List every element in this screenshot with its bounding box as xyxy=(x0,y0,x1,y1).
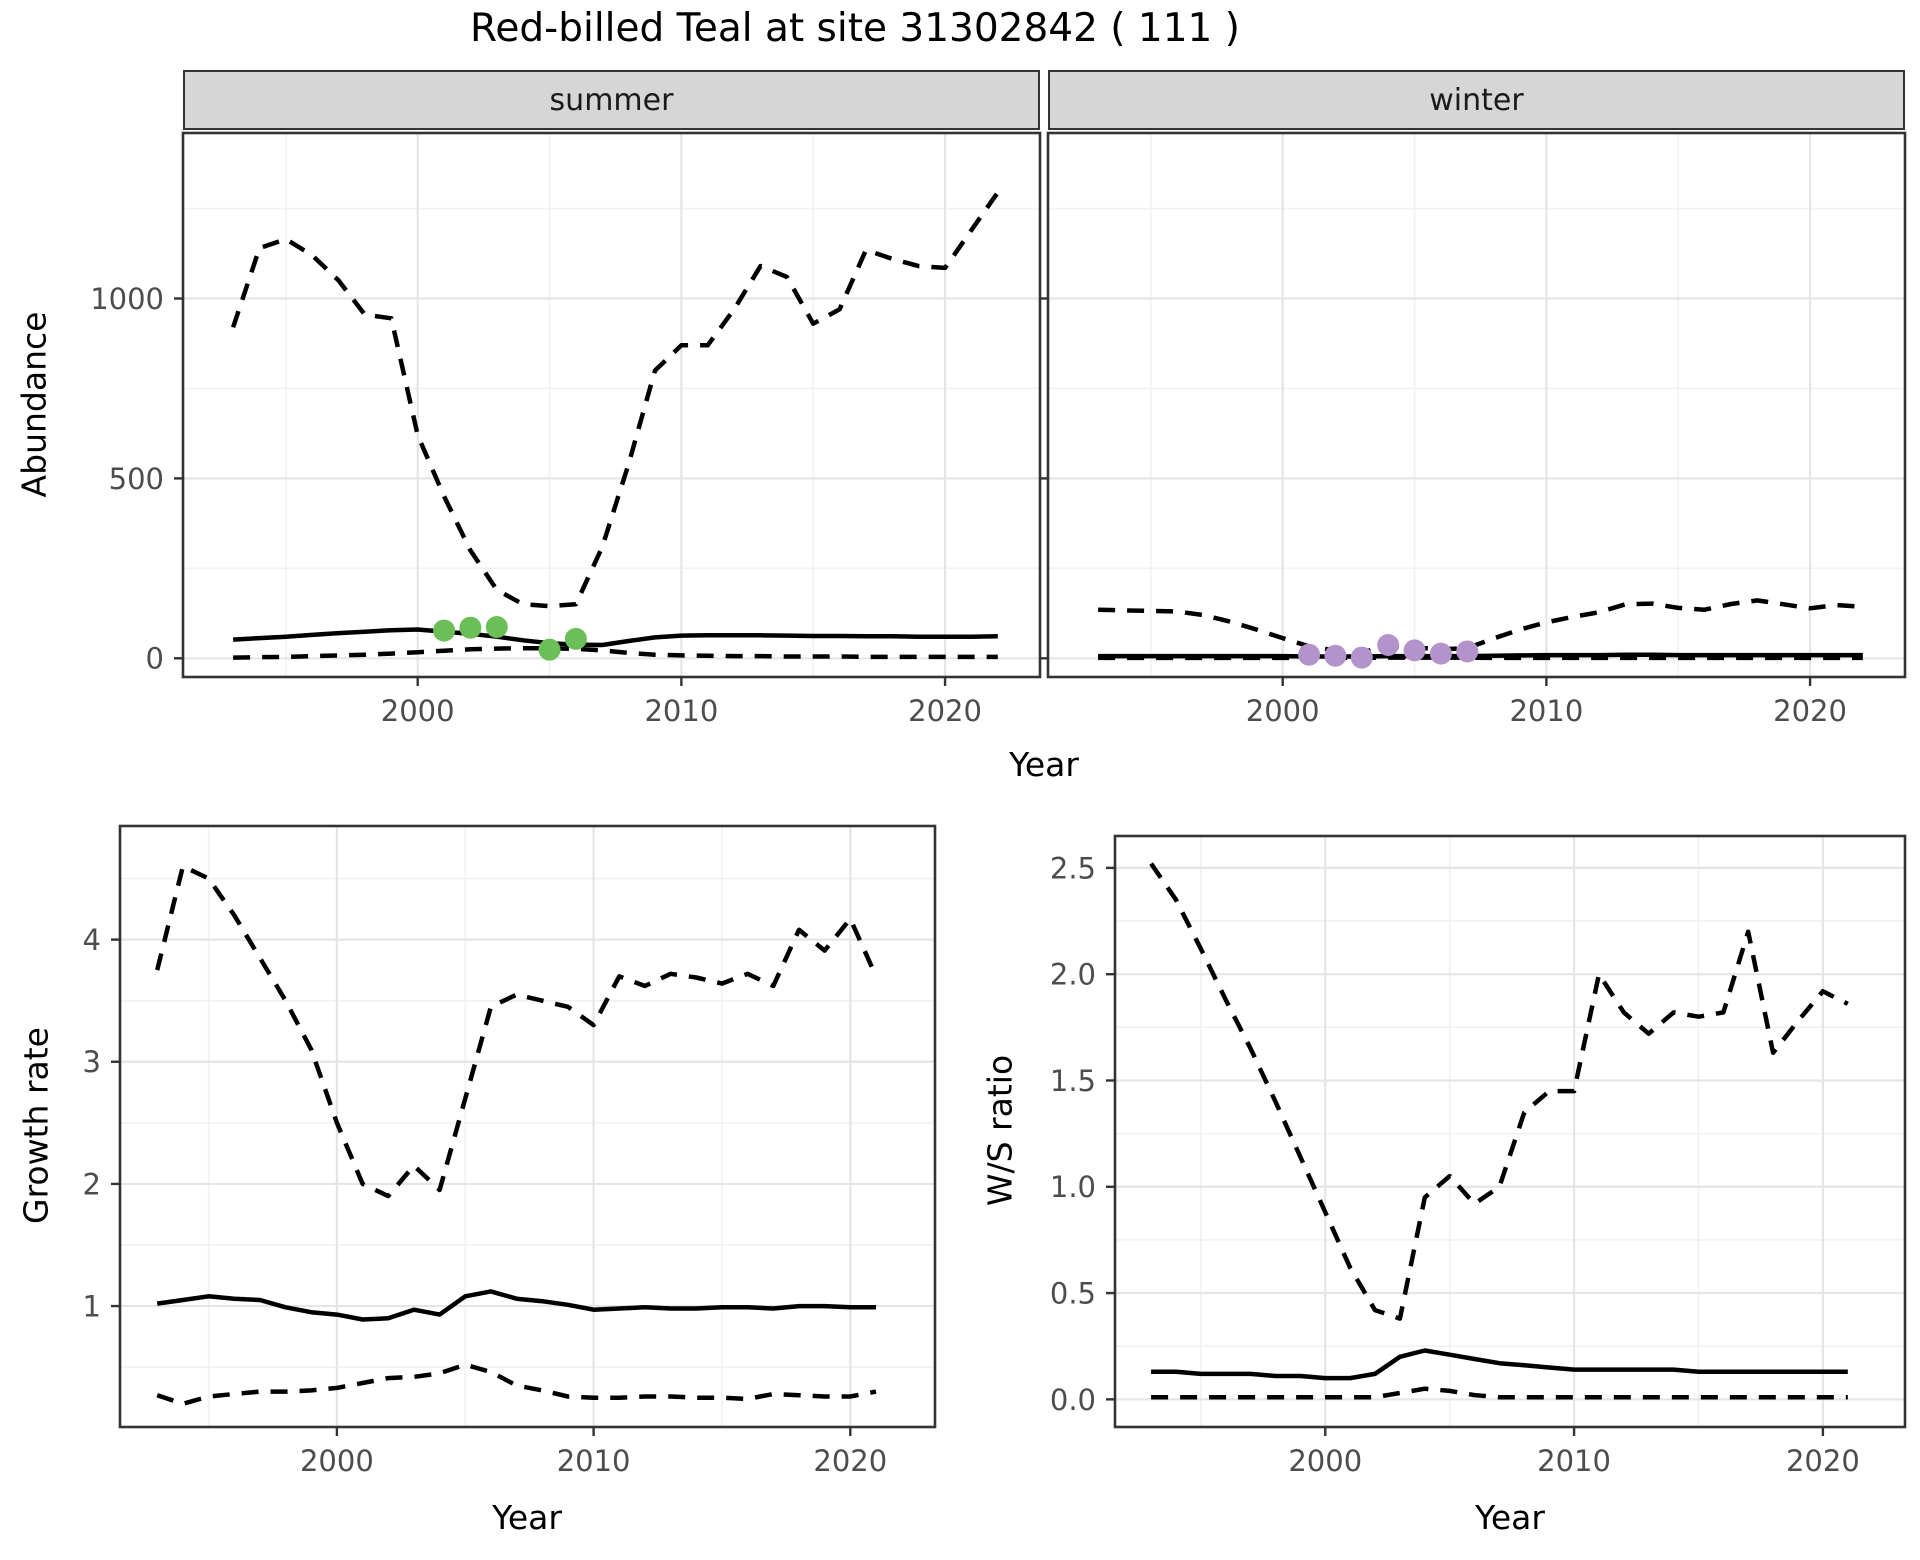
panel-border xyxy=(1113,834,1907,1429)
series-lower-ci-line xyxy=(233,645,998,660)
data-point xyxy=(459,616,482,639)
points-observed-counts-winter xyxy=(1298,633,1479,669)
data-point xyxy=(538,638,561,661)
panel-ws-ratio: 2000 2010 2020 0.0 0.5 1.0 1.5 2.0 2.5 xyxy=(1050,834,1907,1478)
facet-strip-summer-label: summer xyxy=(549,82,674,118)
series-lower-ci-line xyxy=(1151,1386,1848,1400)
series-upper-ci-line xyxy=(1149,862,1849,1321)
data-point xyxy=(433,619,456,642)
x-tick-label: 2000 xyxy=(300,1444,374,1478)
panel-growth-rate: 2000 2010 2020 1 2 3 4 xyxy=(83,824,937,1478)
panel-background xyxy=(1048,133,1905,677)
x-tick-label: 2020 xyxy=(908,694,982,728)
facet-strip-summer: summer xyxy=(183,70,1040,130)
y-tick-label: 2 xyxy=(83,1167,101,1201)
y-tick-label: 2.0 xyxy=(1050,958,1096,992)
y-axis-title-growth-rate: Growth rate xyxy=(16,1027,56,1224)
series-upper-ci-line xyxy=(230,191,1000,609)
series-median-line xyxy=(156,1289,876,1322)
series-median-line xyxy=(1151,1348,1848,1381)
series-upper-ci-line xyxy=(155,864,879,1199)
series-median-line xyxy=(232,627,998,648)
panel-border xyxy=(1046,131,1907,679)
y-tick-label: 1000 xyxy=(90,282,164,316)
x-tick-label: 2010 xyxy=(557,1444,631,1478)
x-tick-label: 2000 xyxy=(1246,694,1320,728)
data-point xyxy=(564,627,587,650)
y-tick-label: 0 xyxy=(146,642,164,676)
data-point xyxy=(1350,646,1373,669)
facet-strip-winter: winter xyxy=(1048,70,1905,130)
panel-background xyxy=(120,826,935,1427)
panel-border xyxy=(118,824,937,1429)
data-point xyxy=(1377,633,1400,656)
y-tick-label: 1.0 xyxy=(1050,1170,1096,1204)
x-tick-label: 2000 xyxy=(1288,1444,1362,1478)
x-tick-label: 2020 xyxy=(813,1444,887,1478)
x-axis-title-ws-ratio: Year xyxy=(1475,1498,1545,1537)
data-point xyxy=(1429,642,1452,665)
panel-abundance-summer: 2000 2010 2020 0 500 1000 xyxy=(90,131,1042,728)
panel-background xyxy=(1115,836,1905,1427)
series-lower-ci-line xyxy=(156,1362,877,1407)
x-tick-label: 2010 xyxy=(1509,694,1583,728)
y-tick-label: 500 xyxy=(109,462,164,496)
x-axis-title-growth-rate: Year xyxy=(492,1498,562,1537)
x-axis-title-top: Year xyxy=(1009,745,1079,784)
x-tick-label: 2010 xyxy=(1537,1444,1611,1478)
x-tick-label: 2020 xyxy=(1773,694,1847,728)
x-tick-label: 2010 xyxy=(644,694,718,728)
y-tick-label: 2.5 xyxy=(1050,851,1096,885)
data-point xyxy=(1324,644,1347,667)
y-tick-label: 1 xyxy=(83,1290,101,1324)
points-observed-counts-summer xyxy=(433,615,587,661)
data-point xyxy=(1456,640,1479,663)
y-axis-title-abundance: Abundance xyxy=(14,311,54,498)
facet-strip-winter-label: winter xyxy=(1429,82,1524,118)
series-upper-ci-line xyxy=(1098,598,1863,655)
y-tick-label: 1.5 xyxy=(1050,1064,1096,1098)
data-point xyxy=(1403,639,1426,662)
y-tick-label: 0.0 xyxy=(1050,1383,1096,1417)
y-tick-label: 3 xyxy=(83,1045,101,1079)
chart-title: Red-billed Teal at site 31302842 ( 111 ) xyxy=(470,6,1240,51)
panel-abundance-winter: 2000 2010 2020 xyxy=(1039,131,1907,728)
x-tick-label: 2020 xyxy=(1786,1444,1860,1478)
y-tick-label: 0.5 xyxy=(1050,1277,1096,1311)
data-point xyxy=(1298,643,1321,666)
data-point xyxy=(485,615,508,638)
x-tick-label: 2000 xyxy=(381,694,455,728)
panel-border xyxy=(181,131,1042,679)
y-axis-title-ws-ratio: W/S ratio xyxy=(980,1054,1020,1207)
panel-background xyxy=(183,133,1040,677)
y-tick-label: 4 xyxy=(83,923,101,957)
